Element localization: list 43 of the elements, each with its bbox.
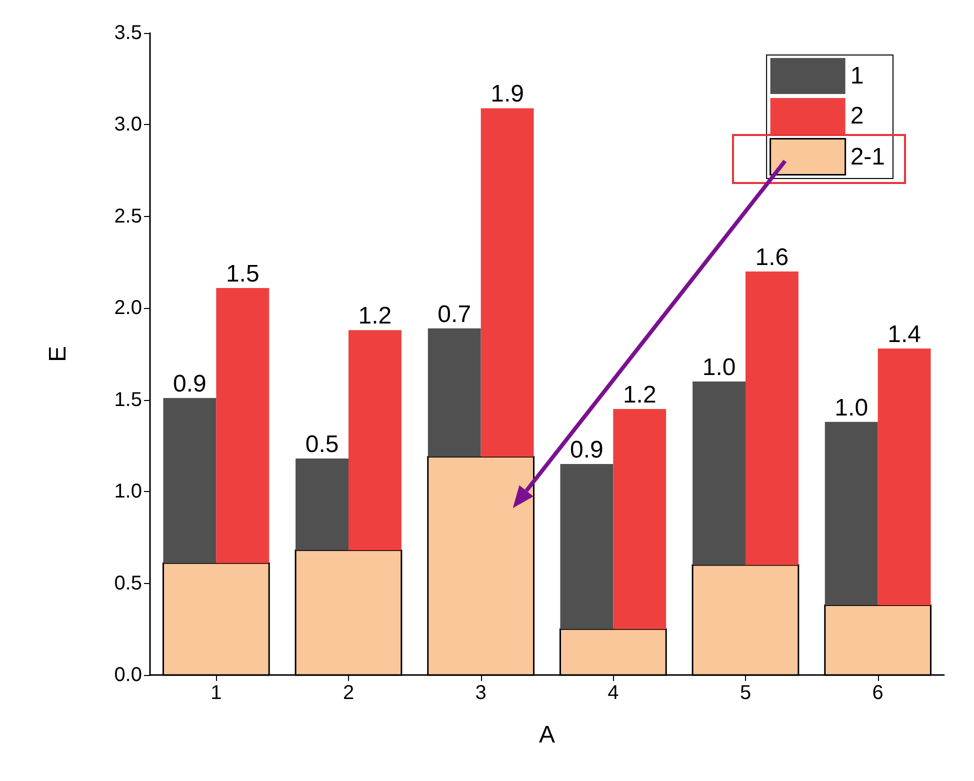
data-label: 0.7 xyxy=(438,300,472,328)
y-tick-label: 2.5 xyxy=(114,205,142,228)
data-label: 0.9 xyxy=(570,436,604,464)
y-tick-label: 1.0 xyxy=(114,480,142,503)
data-label: 1.5 xyxy=(226,260,260,288)
bar xyxy=(613,409,666,630)
bar xyxy=(746,271,798,565)
data-label: 1.9 xyxy=(490,80,524,108)
data-label: 1.2 xyxy=(622,382,656,409)
bar xyxy=(824,422,878,606)
y-tick-label: 0.0 xyxy=(114,664,142,686)
y-tick-label: 3.0 xyxy=(114,114,142,136)
x-axis-title: A xyxy=(538,722,556,748)
y-tick-label: 3.5 xyxy=(114,22,142,44)
bar xyxy=(692,382,746,565)
y-tick-label: 0.5 xyxy=(114,572,142,594)
legend-label: 1 xyxy=(850,62,864,90)
x-tick-label: 6 xyxy=(872,682,884,704)
y-tick-label: 1.5 xyxy=(114,388,142,411)
x-tick-label: 5 xyxy=(740,682,752,704)
bar xyxy=(216,288,270,564)
data-label: 1.0 xyxy=(834,394,868,422)
data-label: 1.0 xyxy=(702,354,736,382)
bar xyxy=(428,328,481,457)
bar xyxy=(296,458,348,550)
bar xyxy=(560,464,614,630)
x-tick-label: 1 xyxy=(210,682,222,704)
x-tick-label: 4 xyxy=(608,682,619,704)
data-label: 1.4 xyxy=(888,320,921,348)
y-axis-title: E xyxy=(44,346,72,362)
y-tick-label: 2.0 xyxy=(114,297,142,320)
x-tick-label: 3 xyxy=(475,682,486,704)
bar xyxy=(878,348,931,606)
data-label: 0.9 xyxy=(173,370,206,398)
bar xyxy=(348,330,402,550)
legend-label: 2 xyxy=(850,102,864,130)
bar xyxy=(163,398,216,564)
legend-label: 2-1 xyxy=(850,143,885,170)
x-tick-label: 2 xyxy=(342,682,354,704)
data-label: 0.5 xyxy=(305,431,339,458)
data-label: 1.6 xyxy=(755,244,789,271)
data-label: 1.2 xyxy=(358,302,392,330)
bar xyxy=(480,108,534,457)
